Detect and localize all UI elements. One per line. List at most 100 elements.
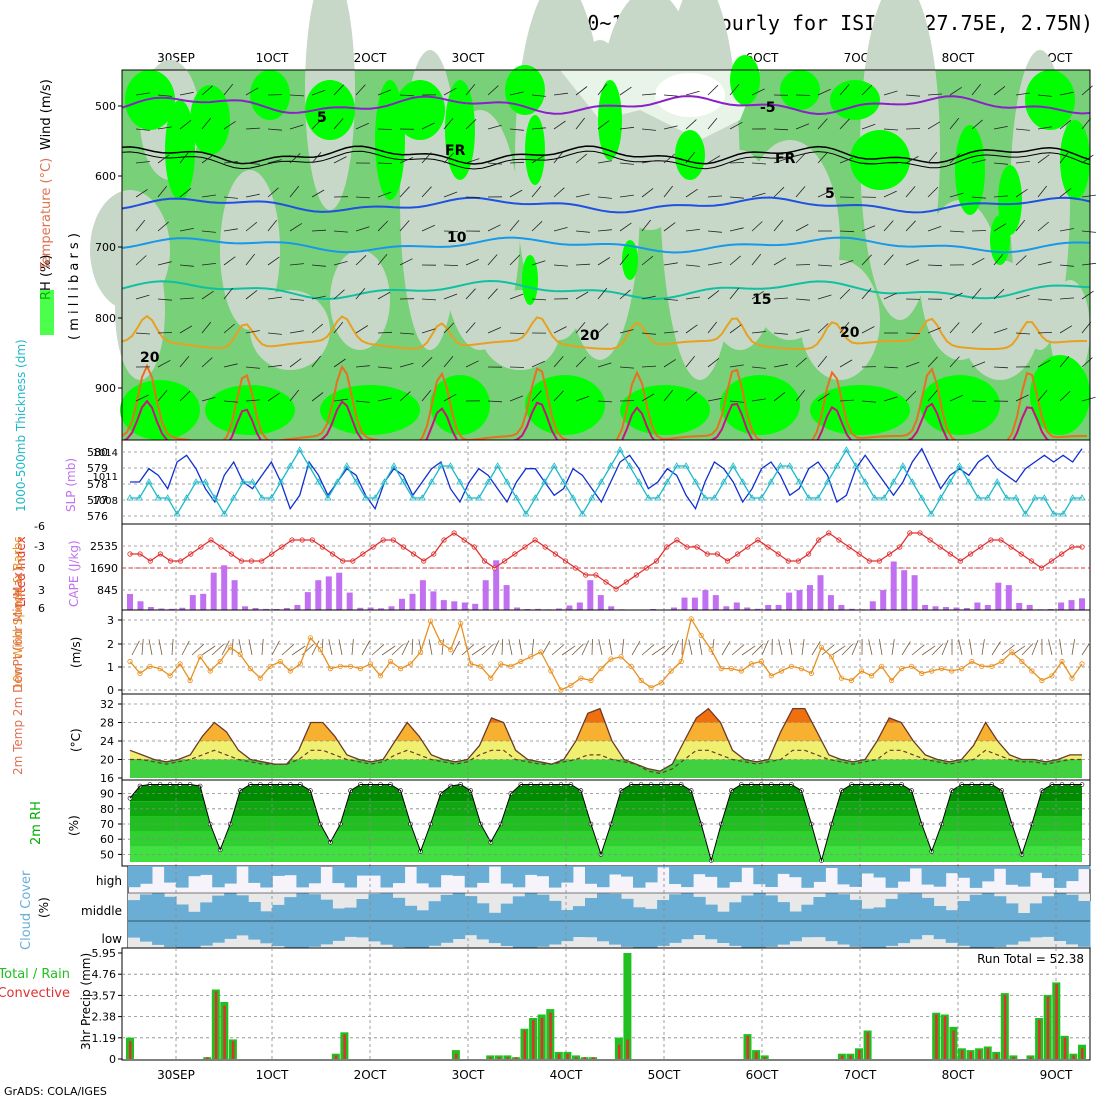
data-point xyxy=(493,462,502,469)
wind-barb xyxy=(179,264,194,267)
cape-bar xyxy=(744,607,751,610)
data-point xyxy=(182,494,191,501)
cloud-low-block xyxy=(1053,921,1067,941)
cape-bar xyxy=(1005,585,1012,610)
wind-barb xyxy=(223,196,238,199)
cape-bar xyxy=(953,607,960,610)
wind-barb xyxy=(685,264,700,267)
y-tick-label: 90 xyxy=(100,788,114,801)
y-tick-label: 20 xyxy=(100,754,114,767)
cloud-mid-block xyxy=(729,902,742,921)
wind-barb xyxy=(751,643,764,656)
precip-axis: 5.95 4.76 3.57 2.38 1.19 0 xyxy=(92,947,122,1066)
cape-bar xyxy=(691,597,698,610)
cloud-low-block xyxy=(356,921,369,938)
cloud-mid-block xyxy=(885,898,899,921)
wind-barb xyxy=(841,643,854,656)
rh-dry-area xyxy=(220,170,280,330)
wind-barb xyxy=(883,220,894,232)
cape-bar xyxy=(733,602,740,610)
wind-barb xyxy=(281,644,295,656)
wind-barb xyxy=(741,645,756,656)
cloud-high-block xyxy=(1053,866,1067,888)
precip-conv-bar xyxy=(223,1005,226,1059)
cloud-mid-block xyxy=(224,893,237,921)
wind-barb xyxy=(267,159,282,164)
wind-barb xyxy=(1015,294,1030,300)
bottom-date-label: 1OCT xyxy=(256,1068,289,1082)
precip-conv-bar xyxy=(763,1057,767,1059)
wind-barb xyxy=(631,640,641,656)
wind-barb xyxy=(831,645,846,656)
cloud-mid-block xyxy=(609,893,622,921)
bottom-date-axis: 30SEP 1OCT 2OCT 3OCT 4OCT 5OCT 6OCT 7OCT 8OCT 9OC… xyxy=(157,1068,1073,1082)
cape-bar xyxy=(880,590,887,610)
wind-barb xyxy=(1037,126,1052,130)
cloud-low-block xyxy=(957,921,971,946)
cloud-high-block xyxy=(344,866,357,888)
wind-barb xyxy=(1021,643,1034,656)
cloud-high-block xyxy=(957,866,971,878)
wind-barb xyxy=(751,162,767,165)
data-point xyxy=(352,478,360,485)
wind-barb xyxy=(663,298,678,301)
cape-frame xyxy=(121,523,1091,611)
wind-barb xyxy=(729,324,742,334)
wind-barb xyxy=(927,93,943,96)
wind-barb xyxy=(201,117,212,130)
wind-barb xyxy=(487,288,498,300)
cloud-high-block xyxy=(921,866,935,885)
data-point xyxy=(635,478,643,485)
wind-barb xyxy=(428,639,433,656)
wind-barb xyxy=(795,298,810,301)
cloud-high-block xyxy=(176,866,189,888)
wind-barb xyxy=(377,191,392,198)
precip-conv-bar xyxy=(454,1053,458,1059)
cloud-mid-block xyxy=(801,904,814,921)
wind-barb xyxy=(891,639,895,656)
cloud-high-block xyxy=(272,866,285,876)
wind-barb xyxy=(338,639,343,656)
wind-barb xyxy=(927,264,943,267)
wind-barb xyxy=(179,151,190,164)
cloud-mid-block xyxy=(945,910,959,921)
cloud-mid-block xyxy=(693,896,706,921)
wind-barb xyxy=(949,153,961,164)
wind-barb xyxy=(751,331,766,334)
data-point xyxy=(729,462,737,469)
wind-barb xyxy=(795,389,806,402)
precip-conv-bar xyxy=(129,1041,132,1059)
precip-conv-bar xyxy=(935,1014,938,1059)
wind-barb xyxy=(927,327,942,334)
wind-barb xyxy=(905,390,917,402)
wind-barb xyxy=(993,162,1008,165)
cape-bar xyxy=(597,595,604,610)
wind-barb xyxy=(861,254,872,266)
wind-barb xyxy=(481,643,494,656)
wind-barb xyxy=(861,288,872,300)
wind-barb xyxy=(597,160,612,164)
wind-barb xyxy=(311,229,327,232)
data-point xyxy=(738,478,747,485)
wind-barb xyxy=(905,332,921,335)
wind-barb xyxy=(201,230,216,233)
data-point xyxy=(427,478,436,485)
cloud-high-block xyxy=(969,866,983,888)
precip-conv-bar xyxy=(986,1048,990,1059)
rh-moist-area xyxy=(305,80,355,140)
cape-bar xyxy=(283,608,290,610)
data-point xyxy=(324,494,332,501)
wind10-series xyxy=(127,616,1085,693)
wind-barb xyxy=(751,366,766,369)
wind-barb xyxy=(1081,117,1092,130)
data-point xyxy=(955,462,964,469)
y-tick-label: 578 xyxy=(87,478,108,491)
precip-conv-bar xyxy=(978,1050,981,1059)
cloud-low-block xyxy=(260,921,273,944)
rh-moist-area xyxy=(1030,355,1090,435)
y-tick-label: 0 xyxy=(107,684,114,697)
contour-20 xyxy=(121,314,1087,350)
wind-barb xyxy=(531,221,543,232)
cloud-low-block xyxy=(404,921,418,948)
wind-barb xyxy=(751,290,764,300)
